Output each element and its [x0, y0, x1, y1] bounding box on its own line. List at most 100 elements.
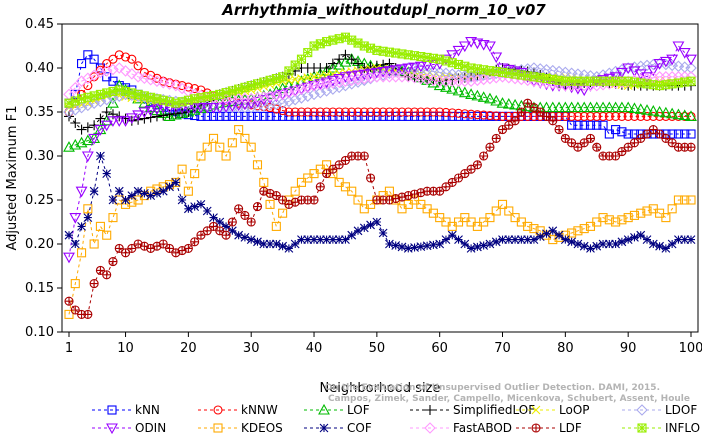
data-point — [598, 213, 608, 223]
data-point — [108, 195, 118, 205]
legend-label: FastABOD — [453, 421, 512, 434]
data-point — [353, 107, 363, 117]
data-point — [623, 235, 633, 244]
data-point — [422, 53, 432, 62]
data-point — [672, 108, 685, 120]
data-point — [617, 237, 627, 247]
data-point — [270, 89, 283, 102]
data-point — [378, 46, 388, 56]
data-point — [410, 51, 419, 61]
data-point — [630, 77, 639, 87]
data-point — [215, 226, 224, 235]
data-point — [673, 129, 683, 139]
data-point — [251, 92, 264, 104]
data-point — [341, 235, 350, 244]
data-point — [75, 101, 88, 114]
data-point — [560, 111, 570, 121]
data-point — [270, 98, 283, 110]
data-point — [221, 151, 231, 161]
data-point — [687, 143, 695, 152]
data-point — [257, 100, 270, 112]
series-layer — [63, 32, 697, 319]
data-point — [573, 143, 582, 152]
data-point — [221, 88, 231, 98]
data-point — [623, 111, 633, 121]
x-tick-label: 10 — [117, 341, 134, 356]
data-point — [158, 186, 168, 196]
data-point — [227, 226, 237, 236]
data-point — [385, 47, 394, 57]
data-point — [485, 143, 494, 152]
data-point — [661, 134, 670, 143]
data-point — [529, 111, 539, 121]
data-point — [554, 111, 564, 121]
data-point — [680, 77, 690, 87]
data-point — [322, 169, 331, 178]
data-point — [83, 204, 93, 214]
data-point — [327, 58, 338, 69]
data-point — [623, 76, 633, 86]
data-point — [623, 213, 633, 223]
data-point — [565, 101, 578, 113]
legend-item-cof: COF — [304, 421, 372, 434]
data-point — [686, 129, 696, 139]
legend-label: kNNW — [241, 403, 278, 417]
data-point — [289, 93, 301, 106]
data-point — [207, 103, 220, 114]
y-tick-label: 0.35 — [25, 105, 54, 120]
data-point — [246, 235, 256, 244]
data-point — [471, 74, 484, 87]
data-point — [322, 235, 331, 244]
data-point — [667, 239, 677, 249]
y-tick-label: 0.40 — [25, 61, 54, 76]
data-point — [119, 65, 132, 77]
data-point — [107, 97, 119, 108]
data-point — [667, 204, 677, 214]
data-point — [328, 235, 338, 244]
data-point — [176, 82, 188, 95]
data-point — [353, 195, 363, 205]
data-point — [629, 210, 640, 220]
data-point — [165, 244, 174, 253]
data-point — [435, 107, 445, 117]
data-point — [636, 208, 646, 218]
data-point — [190, 94, 200, 104]
data-point — [81, 151, 94, 163]
data-point — [63, 106, 75, 118]
data-point — [76, 124, 87, 135]
data-point — [70, 118, 81, 128]
data-point — [391, 107, 401, 117]
data-point — [414, 61, 427, 73]
data-point — [472, 64, 482, 74]
data-point — [585, 120, 596, 130]
data-point — [347, 35, 357, 45]
x-tick-label: 50 — [369, 341, 386, 356]
series-cof — [64, 151, 696, 253]
data-point — [502, 97, 515, 109]
data-point — [629, 129, 640, 139]
plot-frame — [61, 23, 699, 333]
legend-marker — [636, 404, 648, 416]
data-point — [271, 221, 281, 231]
data-point — [611, 111, 621, 121]
data-point — [479, 65, 489, 75]
data-point — [579, 224, 589, 234]
legend-label: ODIN — [135, 421, 166, 434]
y-axis: 0.10 0.15 0.20 0.25 0.30 0.35 0.40 0.45 — [25, 17, 62, 340]
data-point — [578, 101, 591, 113]
data-point — [529, 103, 538, 112]
data-point — [315, 39, 325, 49]
data-point — [215, 90, 225, 99]
data-point — [624, 143, 633, 152]
data-point — [121, 195, 130, 205]
legend-item-knnw: kNNW — [198, 403, 278, 417]
data-point — [114, 85, 124, 95]
data-point — [340, 107, 350, 117]
legend-marker — [213, 423, 223, 433]
data-point — [617, 111, 627, 121]
data-point — [598, 76, 608, 86]
data-point — [170, 79, 182, 92]
data-point — [125, 113, 138, 124]
data-point — [353, 111, 363, 121]
data-point — [466, 244, 476, 253]
